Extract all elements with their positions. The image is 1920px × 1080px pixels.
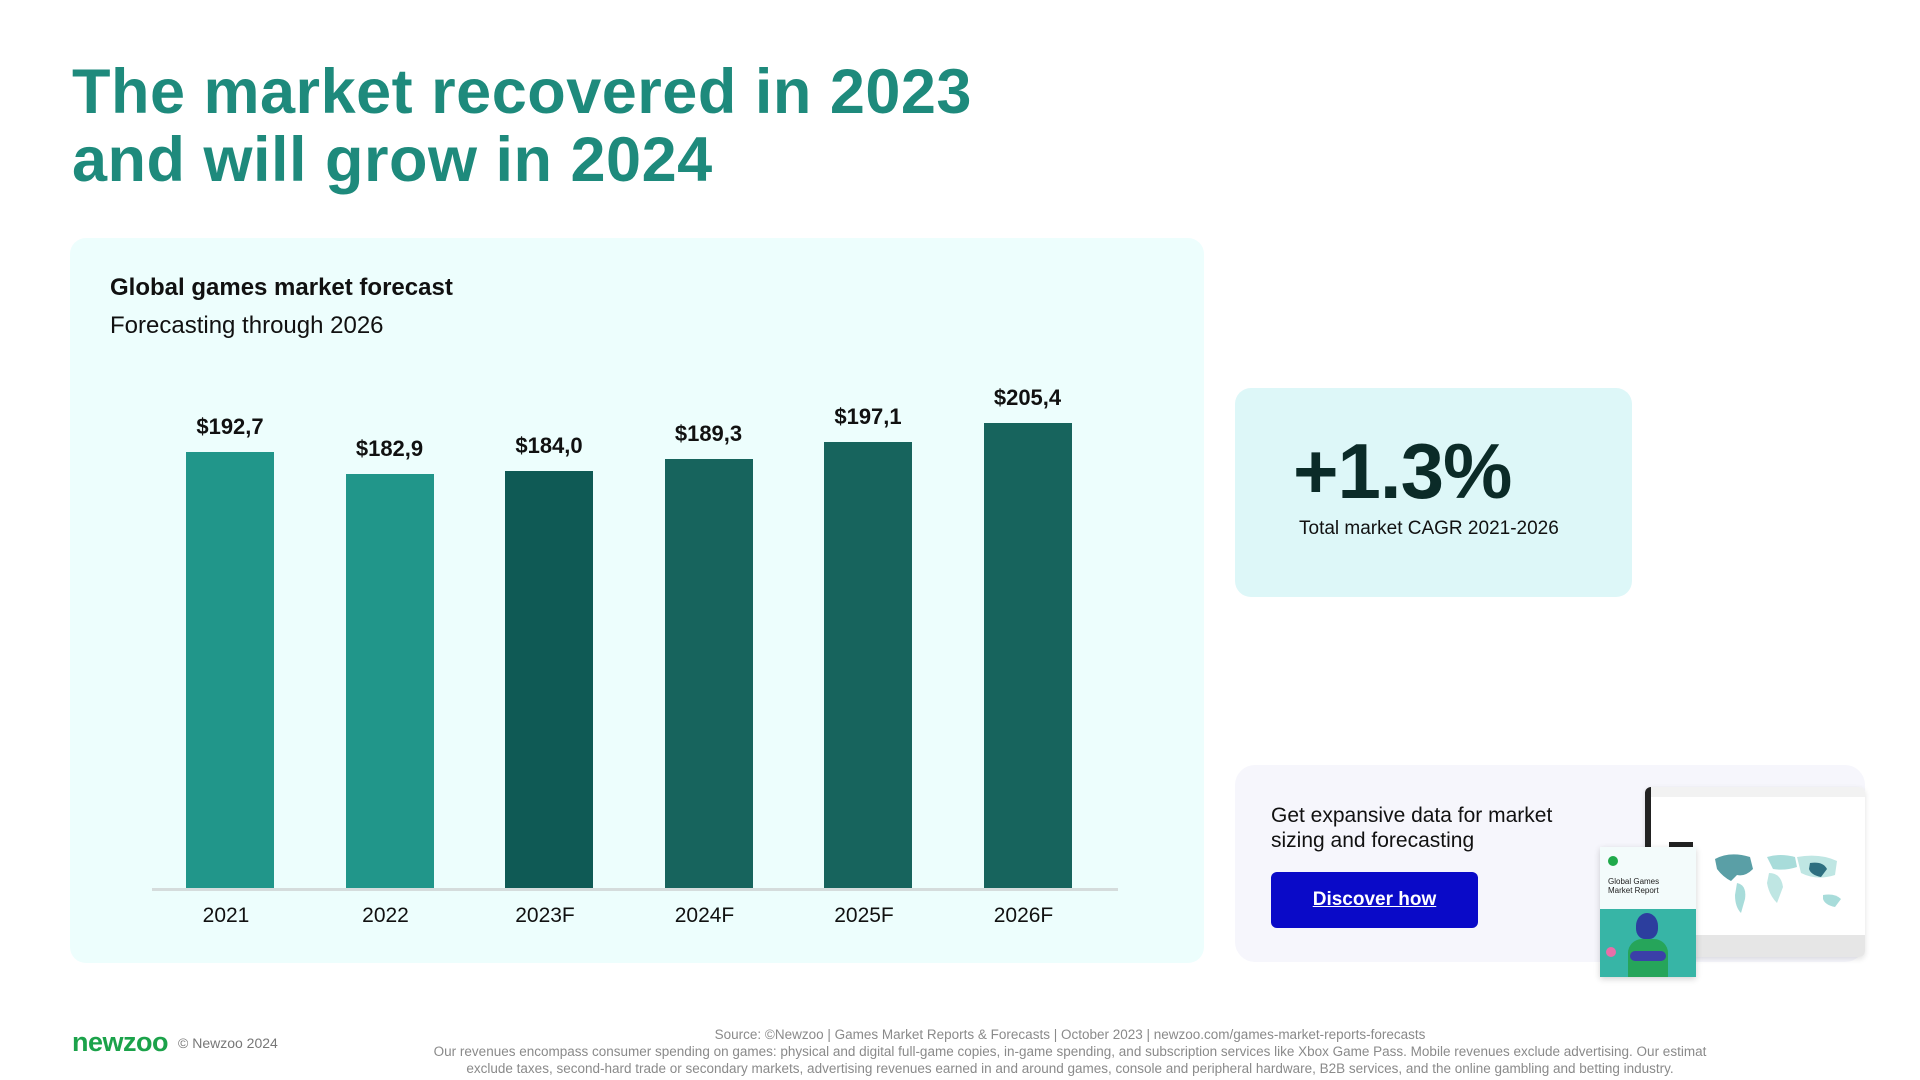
game-controller-icon bbox=[1630, 951, 1666, 961]
bar-2022 bbox=[345, 474, 434, 888]
x-axis-tick-label: 2021 bbox=[202, 904, 250, 927]
source-line: Source: ©Newzoo | Games Market Reports &… bbox=[714, 1027, 1426, 1042]
bar-value-label: $182,9 bbox=[355, 436, 424, 461]
chart-card: Global games market forecast Forecasting… bbox=[70, 238, 1204, 963]
x-axis-tick-label: 2024F bbox=[674, 904, 735, 927]
discover-how-button[interactable]: Discover how bbox=[1271, 872, 1478, 928]
page-title: The market recovered in 2023 and will gr… bbox=[72, 58, 972, 194]
copyright: © Newzoo 2024 bbox=[178, 1035, 278, 1051]
x-axis-tick-label: 2026F bbox=[993, 904, 1054, 927]
note-line-1: Our revenues encompass consumer spending… bbox=[433, 1044, 1707, 1059]
x-axis-tick-label: 2022 bbox=[362, 904, 409, 927]
chart-title: Global games market forecast bbox=[110, 274, 453, 301]
bar-2025F bbox=[824, 442, 912, 888]
note-line-2: exclude taxes, second-hard trade or seco… bbox=[466, 1061, 1674, 1076]
bar-2023F bbox=[505, 471, 593, 888]
bar-value-label: $192,7 bbox=[196, 414, 264, 439]
promo-text: Get expansive data for market sizing and… bbox=[1271, 804, 1553, 852]
newzoo-logo-icon bbox=[1608, 856, 1618, 866]
gamer-illustration-icon bbox=[1636, 913, 1658, 939]
chart-subtitle: Forecasting through 2026 bbox=[110, 312, 384, 339]
bar-value-label: $184,0 bbox=[515, 433, 583, 458]
world-map-icon bbox=[1715, 854, 1841, 913]
global-games-report-cover-image: Global Games Market Report bbox=[1600, 847, 1696, 977]
cagr-label: Total market CAGR 2021-2026 bbox=[1299, 518, 1559, 539]
bar-value-label: $205,4 bbox=[993, 385, 1062, 410]
cagr-card: +1.3% Total market CAGR 2021-2026 bbox=[1235, 388, 1632, 597]
page-title-line-1: The market recovered in 2023 bbox=[72, 57, 972, 127]
cagr-value: +1.3% bbox=[1293, 427, 1512, 515]
bar-value-label: $197,1 bbox=[834, 404, 902, 429]
source-notes: Source: ©Newzoo | Games Market Reports &… bbox=[310, 1026, 1830, 1077]
page-title-line-2: and will grow in 2024 bbox=[72, 125, 713, 195]
newzoo-logo: newzoo bbox=[72, 1027, 169, 1057]
x-axis-tick-label: 2023F bbox=[515, 904, 575, 927]
bar-value-label: $189,3 bbox=[674, 421, 743, 446]
booklet-title: Global Games Market Report bbox=[1608, 877, 1660, 895]
bar-2024F bbox=[664, 459, 753, 888]
x-axis-baseline bbox=[152, 888, 1118, 891]
x-axis-tick-label: 2025F bbox=[834, 904, 894, 927]
bar-2026F bbox=[983, 423, 1072, 888]
bar-2021 bbox=[186, 452, 274, 888]
bar-chart-plot: $192,7 2021 $182,9 2022 $184,0 2023F $189,3 202… bbox=[70, 238, 1204, 963]
